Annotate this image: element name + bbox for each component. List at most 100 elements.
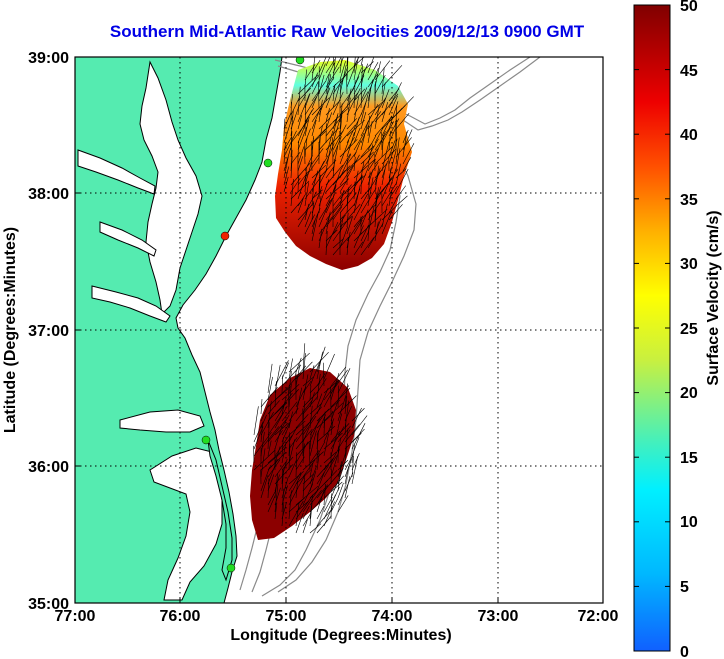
velocity-vector	[288, 437, 298, 450]
velocity-vector	[360, 187, 377, 214]
velocity-vector	[344, 396, 348, 415]
velocity-vector	[360, 205, 374, 221]
velocity-vector	[288, 439, 296, 464]
colorbar-tick-label: 0	[680, 644, 689, 659]
velocity-vector	[288, 383, 292, 408]
velocity-vector	[290, 151, 301, 165]
velocity-vector	[344, 476, 351, 499]
velocity-vector	[381, 82, 386, 102]
velocity-vector	[337, 385, 339, 408]
velocity-vector	[367, 205, 375, 235]
velocity-vector	[267, 400, 272, 429]
velocity-vector	[316, 465, 330, 485]
velocity-vector	[346, 118, 357, 130]
x-tick-label: 74:00	[372, 608, 413, 625]
velocity-vector	[332, 114, 342, 144]
velocity-vector	[353, 79, 356, 109]
velocity-vector	[325, 62, 335, 81]
velocity-vector	[332, 136, 342, 158]
velocity-vector	[388, 82, 402, 109]
velocity-vector	[388, 168, 397, 193]
y-tick-label: 35:00	[28, 596, 69, 613]
velocity-vector	[367, 62, 379, 81]
velocity-vector	[267, 386, 290, 408]
velocity-vector	[353, 132, 365, 151]
velocity-vector	[295, 361, 313, 380]
velocity-vector	[295, 512, 304, 534]
velocity-vector	[360, 165, 370, 186]
velocity-vector	[288, 471, 304, 485]
velocity-vector	[267, 474, 275, 492]
station-marker	[295, 57, 305, 65]
velocity-vector	[309, 462, 314, 478]
velocity-vector	[325, 169, 346, 193]
velocity-vector	[318, 117, 331, 130]
colorbar-tick-label: 10	[680, 514, 698, 531]
velocity-vector	[253, 426, 264, 450]
velocity-vector	[353, 127, 361, 144]
velocity-vector	[260, 431, 265, 457]
velocity-vector	[288, 389, 299, 401]
velocity-vector	[304, 191, 317, 214]
velocity-vector	[360, 151, 374, 165]
velocity-vector	[316, 515, 332, 534]
velocity-vector	[339, 140, 350, 165]
velocity-vector	[316, 490, 325, 513]
velocity-vector	[290, 162, 311, 186]
velocity-vector	[295, 502, 300, 527]
velocity-vector	[374, 193, 377, 221]
velocity-vector	[295, 364, 301, 387]
velocity-vector	[318, 77, 335, 102]
rappahannock-river	[99, 221, 157, 257]
velocity-vector	[304, 142, 306, 165]
velocity-vector	[260, 426, 280, 450]
velocity-vector	[346, 76, 360, 102]
velocity-vector	[395, 168, 409, 193]
velocity-vector	[318, 168, 321, 193]
velocity-vector	[267, 458, 278, 485]
velocity-vector	[346, 154, 360, 179]
velocity-vector	[353, 215, 364, 228]
velocity-vector	[274, 502, 278, 520]
velocity-vector	[302, 474, 314, 485]
velocity-vector	[325, 66, 340, 88]
velocity-vector	[330, 430, 341, 443]
velocity-vector	[344, 455, 354, 471]
velocity-vector	[290, 137, 293, 158]
velocity-vector	[302, 512, 312, 527]
velocity-vector	[367, 177, 374, 207]
velocity-vector	[388, 118, 400, 137]
velocity-vector	[323, 494, 336, 520]
velocity-vector	[267, 448, 285, 464]
velocity-vector	[360, 92, 362, 109]
velocity-vector	[339, 226, 348, 249]
velocity-vector	[316, 508, 333, 527]
velocity-vector	[297, 194, 306, 207]
velocity-vector	[367, 120, 373, 144]
velocity-vector	[281, 458, 288, 478]
velocity-vector	[360, 237, 375, 256]
velocity-vector	[346, 88, 361, 116]
velocity-vector	[267, 440, 272, 457]
velocity-vector	[374, 221, 379, 242]
velocity-vector	[344, 465, 350, 485]
velocity-vector	[337, 429, 351, 450]
velocity-vector	[297, 117, 309, 144]
velocity-vector	[351, 407, 362, 429]
velocity-vector	[318, 168, 328, 186]
velocity-vector	[309, 431, 312, 450]
velocity-vector	[325, 166, 335, 179]
velocity-vector	[346, 187, 349, 214]
velocity-vector	[381, 178, 391, 200]
velocity-vector	[311, 148, 324, 165]
velocity-vector	[316, 373, 321, 401]
velocity-vector	[360, 94, 369, 123]
velocity-vector	[316, 506, 325, 520]
velocity-vector	[395, 112, 410, 130]
velocity-vector	[330, 426, 345, 450]
velocity-vector	[325, 186, 337, 207]
velocity-vector	[353, 227, 369, 242]
velocity-vector	[304, 96, 318, 116]
velocity-vector	[339, 165, 354, 186]
velocity-vector	[295, 441, 309, 464]
